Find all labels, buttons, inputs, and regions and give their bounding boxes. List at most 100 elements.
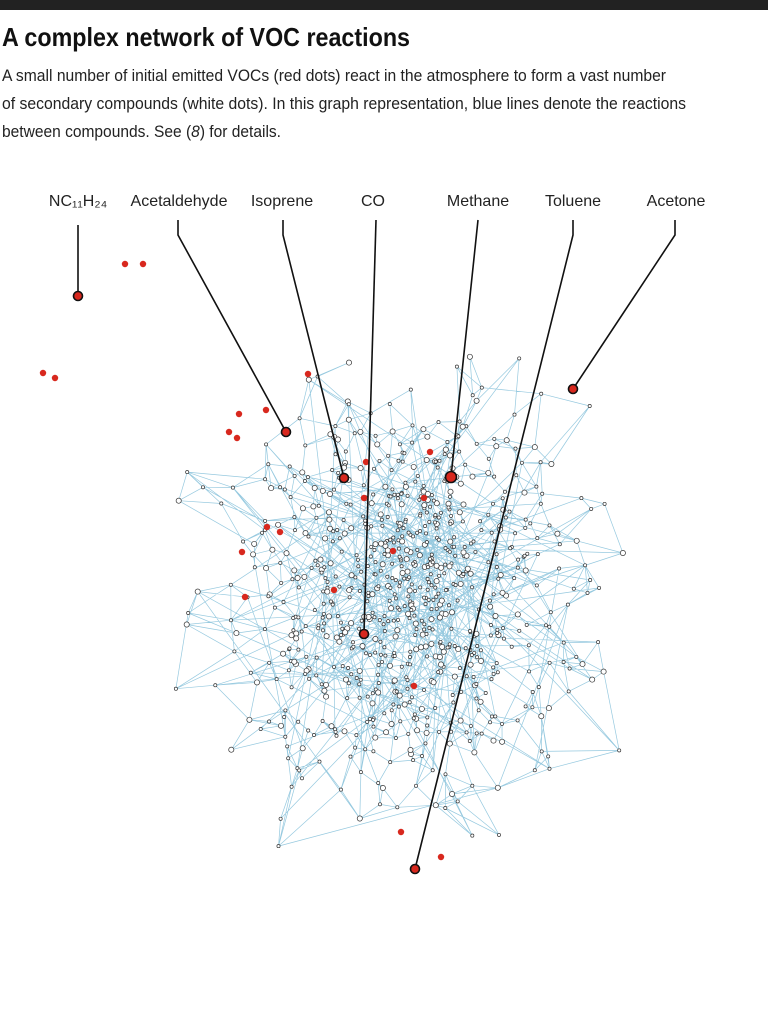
- compound: [532, 768, 537, 773]
- compound: [327, 491, 333, 497]
- compound: [262, 627, 267, 632]
- compound: [473, 549, 478, 554]
- compound: [279, 580, 284, 585]
- compound: [493, 443, 500, 450]
- compound: [487, 603, 494, 610]
- compound: [434, 526, 439, 531]
- compound: [383, 540, 388, 545]
- emitted-voc: [330, 586, 338, 594]
- compound: [282, 487, 287, 492]
- highlighted-voc: [280, 426, 292, 438]
- compound: [391, 677, 398, 684]
- compound: [377, 618, 382, 623]
- compound: [455, 598, 460, 603]
- compound: [488, 633, 493, 638]
- compound: [512, 576, 517, 581]
- compound: [338, 620, 343, 625]
- compound: [430, 768, 435, 773]
- compound: [522, 567, 529, 574]
- compound: [429, 552, 434, 557]
- compound: [332, 664, 336, 669]
- compound: [452, 535, 457, 540]
- compound: [445, 440, 450, 444]
- leader-line: [450, 219, 479, 478]
- compound: [443, 562, 448, 567]
- compound: [275, 521, 282, 528]
- compound: [600, 668, 607, 675]
- compound: [395, 496, 400, 501]
- compound: [354, 553, 359, 558]
- compound: [486, 560, 491, 565]
- compound: [492, 613, 499, 619]
- compound: [523, 704, 528, 709]
- compound: [388, 760, 393, 765]
- compound: [337, 536, 342, 541]
- compound: [327, 560, 334, 567]
- compound: [571, 586, 576, 591]
- compound: [317, 556, 324, 563]
- emitted-voc: [241, 593, 249, 601]
- compound: [368, 554, 373, 559]
- compound: [388, 537, 393, 542]
- compound: [512, 412, 517, 417]
- compound: [460, 501, 467, 508]
- compound: [514, 611, 521, 618]
- compound: [304, 654, 309, 659]
- compound: [292, 473, 297, 478]
- compound: [486, 512, 491, 517]
- compound: [278, 560, 283, 565]
- compound: [413, 646, 420, 653]
- compound: [447, 538, 454, 545]
- compound: [406, 587, 413, 594]
- compound: [395, 805, 400, 810]
- compound: [471, 539, 476, 544]
- compound: [489, 530, 494, 535]
- compound: [369, 591, 376, 598]
- compound: [457, 419, 462, 424]
- compound: [353, 575, 358, 580]
- compound-label: Methane: [447, 193, 509, 210]
- compound: [421, 502, 428, 509]
- compound: [429, 583, 434, 588]
- compound: [359, 643, 366, 650]
- compound: [375, 689, 382, 696]
- leaders: NC₁₁H₂₄ Acetaldehyde Isoprene CO Methane Tolu…: [49, 193, 705, 875]
- compound: [517, 356, 522, 361]
- compound: [491, 592, 496, 597]
- compound: [539, 749, 544, 754]
- compound: [475, 644, 480, 648]
- compound: [376, 662, 381, 667]
- compound-label: CO: [361, 193, 385, 210]
- compound: [322, 565, 327, 570]
- compound: [399, 538, 406, 545]
- compound: [254, 679, 260, 686]
- compound: [341, 530, 348, 537]
- compound: [406, 731, 411, 736]
- compound: [407, 700, 412, 705]
- compound: [252, 565, 257, 570]
- compound: [296, 719, 301, 724]
- compound: [357, 589, 362, 593]
- compound: [388, 494, 393, 499]
- compound: [305, 475, 310, 480]
- compound: [547, 624, 552, 629]
- compound: [409, 582, 414, 587]
- compound: [567, 666, 572, 671]
- compound: [348, 620, 355, 627]
- compound: [397, 524, 402, 529]
- compound: [464, 730, 469, 735]
- compound: [403, 556, 410, 563]
- compound: [286, 756, 291, 761]
- compound: [491, 665, 496, 670]
- emitted-voc: [304, 370, 312, 378]
- description-line: between compounds. See (8) for details.: [2, 122, 281, 141]
- compound: [379, 785, 386, 791]
- compound: [414, 727, 421, 734]
- compound: [422, 687, 426, 692]
- compound: [446, 740, 453, 747]
- compound: [573, 537, 580, 544]
- compound: [396, 692, 403, 699]
- compound: [330, 539, 335, 544]
- compound: [516, 557, 521, 562]
- compound: [319, 487, 326, 494]
